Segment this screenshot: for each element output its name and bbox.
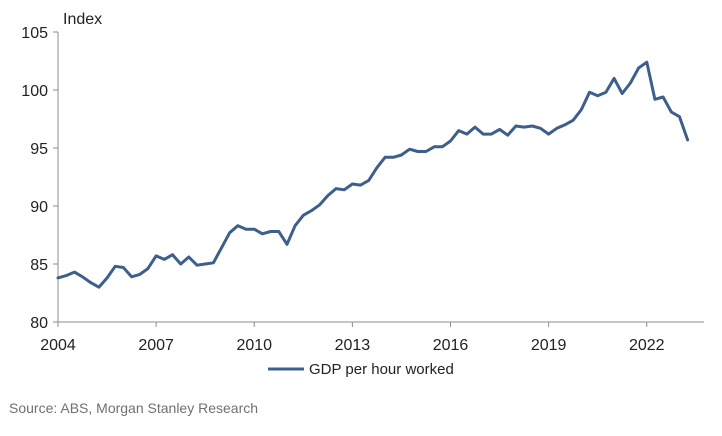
x-tick-label: 2016 [433,337,469,354]
line-chart: Index 80 85 90 95 100 105 2004 2007 2010 2013 201… [21,11,704,378]
y-tick-label: 100 [21,83,48,100]
x-tick-label: 2010 [236,337,272,354]
x-tick-label: 2019 [531,337,567,354]
x-axis-ticks: 2004 2007 2010 2013 2016 2019 2022 [40,322,665,354]
series-line [56,60,690,289]
y-axis-ticks: 80 85 90 95 100 105 [21,25,58,332]
source-note: Source: ABS, Morgan Stanley Research [9,400,259,416]
legend-label: GDP per hour worked [309,361,454,378]
legend: GDP per hour worked [268,361,454,378]
y-tick-label: 80 [30,315,48,332]
x-tick-label: 2004 [40,337,76,354]
series-group [56,60,690,289]
x-tick-label: 2007 [138,337,174,354]
x-tick-label: 2022 [629,337,665,354]
y-tick-label: 90 [30,199,48,216]
y-axis-label: Index [63,11,102,28]
x-tick-label: 2013 [335,337,371,354]
y-tick-label: 95 [30,141,48,158]
y-tick-label: 105 [21,25,48,42]
y-tick-label: 85 [30,257,48,274]
